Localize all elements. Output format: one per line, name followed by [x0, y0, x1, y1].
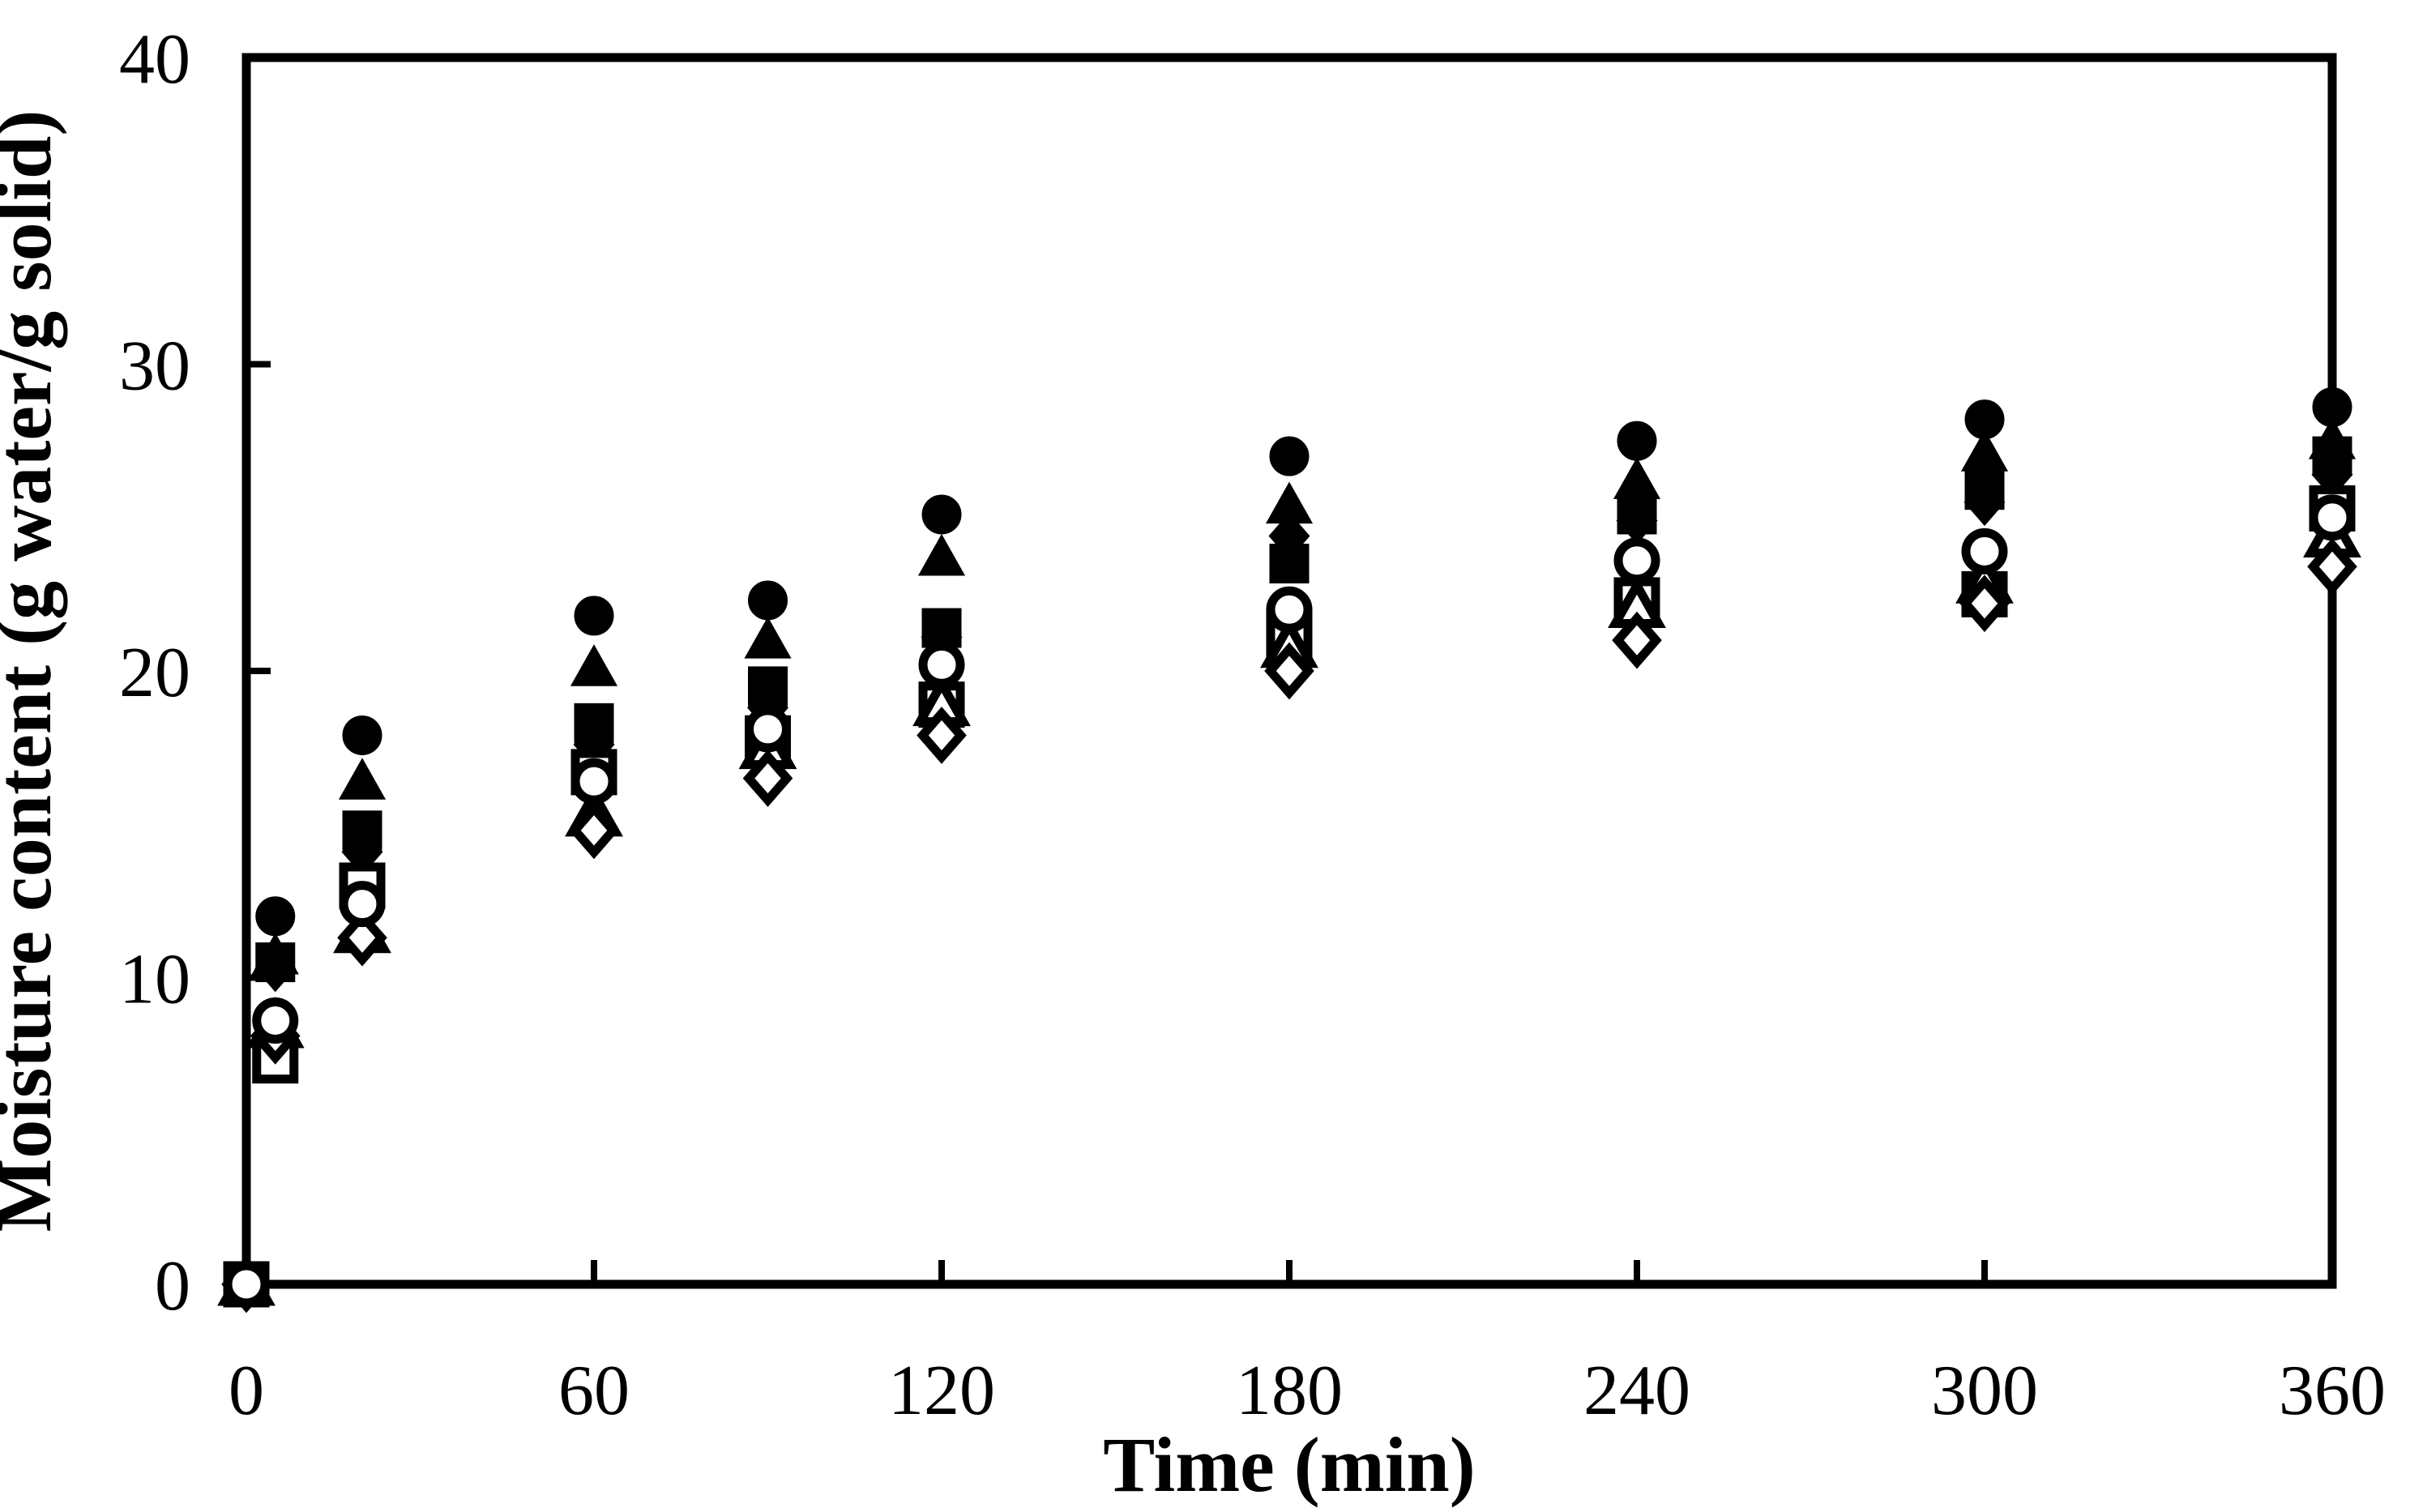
point-filled-diamond	[1963, 478, 2006, 527]
point-open-circle	[252, 997, 299, 1044]
data-points-layer	[217, 387, 2361, 1313]
point-open-diamond	[337, 908, 387, 967]
point-filled-diamond	[1268, 512, 1310, 560]
point-filled-triangle	[744, 617, 792, 659]
point-open-circle	[223, 1261, 270, 1308]
point-filled-circle	[748, 580, 788, 621]
plot-area: 0 60 120 180 240 300 360 0 10 20 30 40	[119, 20, 2386, 1430]
x-tick-label: 300	[1931, 1352, 2038, 1430]
point-open-diamond	[569, 801, 619, 860]
point-open-circle	[918, 641, 965, 688]
y-axis-label: Moisture content (g water/g solid)	[0, 110, 67, 1232]
x-tick-label: 240	[1583, 1352, 1690, 1430]
x-tick-label: 120	[888, 1352, 995, 1430]
x-tick-label: 60	[558, 1352, 630, 1430]
point-open-diamond	[1264, 642, 1314, 700]
point-open-circle	[2309, 494, 2356, 541]
point-open-diamond	[1612, 611, 1662, 669]
point-filled-diamond	[254, 944, 297, 993]
point-filled-circle	[1269, 436, 1310, 476]
point-open-circle	[339, 881, 386, 928]
point-filled-triangle	[570, 644, 618, 686]
x-tick-label: 360	[2279, 1352, 2386, 1430]
point-filled-triangle	[1613, 457, 1661, 499]
y-tick-label: 20	[119, 634, 190, 712]
point-filled-circle	[921, 494, 962, 535]
y-tick-label: 0	[155, 1247, 190, 1326]
point-filled-circle	[1617, 421, 1657, 461]
point-open-diamond	[742, 750, 793, 807]
point-open-circle	[745, 706, 791, 753]
point-open-diamond	[917, 707, 967, 764]
point-open-circle	[1613, 537, 1660, 584]
point-open-circle	[1266, 586, 1313, 633]
point-open-circle	[1961, 527, 2008, 574]
point-filled-triangle	[1960, 429, 2009, 472]
x-axis-label: Time (min)	[1103, 1421, 1476, 1508]
x-tick-label: 0	[229, 1352, 264, 1430]
y-tick-label: 10	[119, 941, 190, 1019]
point-filled-circle	[342, 715, 382, 755]
y-tick-label: 40	[119, 20, 190, 99]
point-open-circle	[570, 758, 617, 805]
point-filled-circle	[255, 896, 296, 937]
point-filled-triangle	[338, 758, 387, 800]
point-open-diamond	[2307, 537, 2357, 596]
point-filled-triangle	[917, 533, 966, 576]
x-tick-label: 180	[1236, 1352, 1343, 1430]
point-filled-circle	[574, 596, 614, 636]
point-open-diamond	[1959, 574, 2010, 633]
y-tick-label: 30	[119, 327, 190, 406]
